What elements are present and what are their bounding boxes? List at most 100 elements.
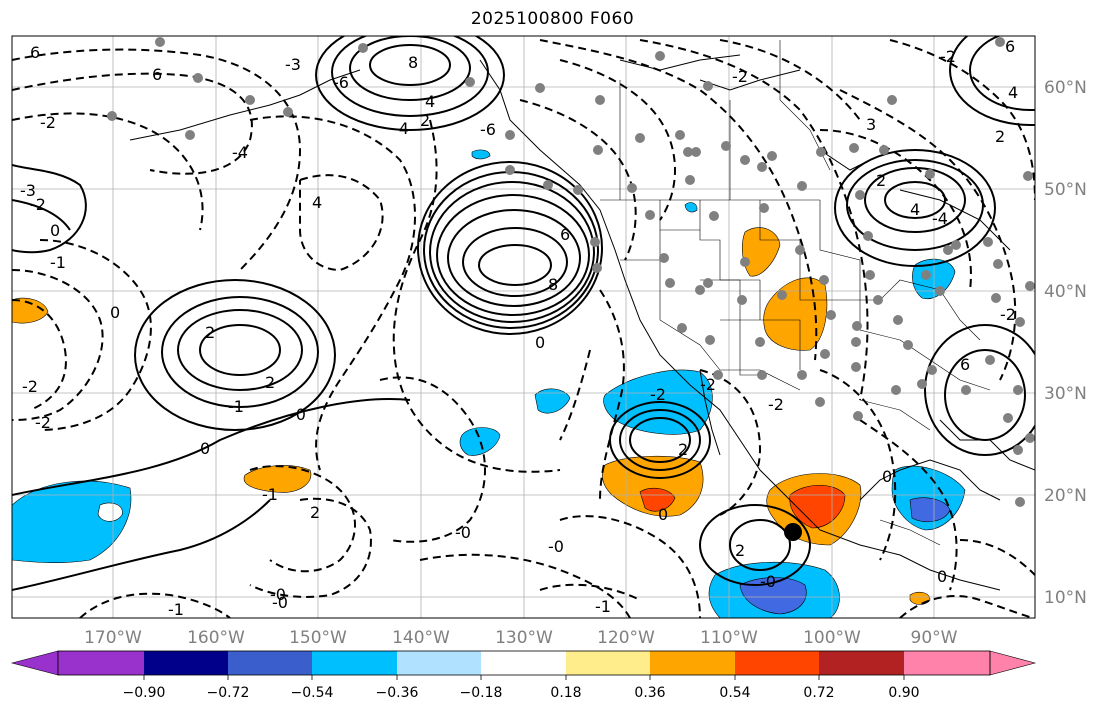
contour-label: -2 [35, 413, 51, 432]
contour-label: 2 [995, 127, 1005, 146]
colorbar-tick-label: 0.54 [719, 685, 750, 701]
contour-label: 6 [30, 43, 40, 62]
lat-label: 30°N [1044, 384, 1087, 404]
contour-label: -4 [393, 119, 409, 138]
contour-label: 4 [1008, 83, 1018, 102]
contour-label: 6 [960, 355, 970, 374]
contour-label: -0 [455, 523, 471, 542]
colorbar-tick-label: −0.36 [376, 685, 419, 701]
contour-label: -2 [650, 385, 666, 404]
colorbar-segment [735, 651, 819, 675]
lat-label: 10°N [1044, 588, 1087, 608]
contour-label: -2 [700, 375, 716, 394]
map-frame [11, 35, 1036, 619]
lon-label: 100°W [803, 628, 861, 648]
contour-labels: 6 6 -6 8 4 -2 2 -4 -4 -2 4 6 8 -1 0 -2 2… [20, 37, 1018, 619]
colorbar-tick-label: −0.54 [291, 685, 334, 701]
colorbar-tick-label: 0.90 [888, 685, 919, 701]
shade-orange-cutoff [602, 455, 704, 517]
lon-label: 110°W [700, 628, 758, 648]
colorbar-segment [481, 651, 566, 675]
shade-blue-west [12, 480, 132, 564]
lat-label: 60°N [1044, 78, 1087, 98]
colorbar-tick-label: −0.90 [123, 685, 166, 701]
contour-label: -1 [168, 600, 184, 619]
contour-label: 6 [152, 65, 162, 84]
contour-label: 2 [678, 440, 688, 459]
contour-label: 4 [910, 200, 920, 219]
colorbar-segment [58, 651, 144, 675]
contour-label: -4 [932, 209, 948, 228]
contour-label: -6 [480, 120, 496, 139]
contour-label: 0 [658, 505, 668, 524]
contour-label: -0 [548, 537, 564, 556]
colorbar-arrow-left [10, 650, 59, 676]
storm-marker [784, 523, 802, 541]
colorbar: −0.90 −0.72 −0.54 −0.36 −0.18 0.18 0.36 … [10, 650, 1037, 701]
contour-label: -6 [333, 73, 349, 92]
contour-label: 0 [200, 439, 210, 458]
contour-label: 0 [535, 333, 545, 352]
map-area: 6 6 -6 8 4 -2 2 -4 -4 -2 4 6 8 -1 0 -2 2… [12, 36, 1035, 619]
shade-orange-small5 [909, 591, 931, 605]
contour-label: -2 [1000, 305, 1016, 324]
contour-label: -0 [270, 585, 286, 604]
contour-label: 8 [548, 275, 558, 294]
contour-label: -2 [768, 395, 784, 414]
contour-label: 0 [937, 567, 947, 586]
contour-label: 2 [876, 171, 886, 190]
lon-label: 130°W [495, 628, 553, 648]
contour-label: -1 [50, 253, 66, 272]
lon-label: 140°W [392, 628, 450, 648]
contour-label: -1 [262, 485, 278, 504]
shade-blue-small2 [534, 388, 571, 414]
shade-orange-mid [243, 465, 312, 493]
lon-label: 170°W [84, 628, 142, 648]
contour-label: -0 [760, 572, 776, 591]
shade-royal-pacific-south [739, 577, 807, 615]
lon-label: 160°W [187, 628, 245, 648]
shaded-anomalies [12, 149, 966, 618]
colorbar-segment [819, 651, 904, 675]
colorbar-tick-label: −0.72 [207, 685, 250, 701]
shade-royal-gulf [909, 497, 951, 523]
colorbar-tick-label: 0.36 [634, 685, 665, 701]
lon-label: 120°W [597, 628, 655, 648]
contour-label: -0 [290, 405, 306, 424]
colorbar-tick-label: 0.18 [550, 685, 581, 701]
colorbar-segment [397, 651, 481, 675]
contour-label: -2 [22, 377, 38, 396]
contour-label: 4 [312, 193, 322, 212]
contour-label: 2 [735, 541, 745, 560]
lon-label: 150°W [289, 628, 347, 648]
shade-red-cutoff [639, 487, 676, 512]
contour-label: 2 [420, 111, 430, 130]
dashed-contours [12, 39, 1035, 618]
longitude-axis: 170°W 160°W 150°W 140°W 130°W 120°W 110°… [84, 628, 958, 648]
contour-label: -2 [30, 195, 46, 214]
latitude-axis: 60°N 50°N 40°N 30°N 20°N 10°N [1044, 78, 1087, 608]
colorbar-tick-label: −0.18 [460, 685, 503, 701]
contour-label: -2 [732, 67, 748, 86]
contour-label: -0 [272, 593, 288, 612]
shade-white-hole [97, 502, 123, 522]
lat-label: 20°N [1044, 486, 1087, 506]
solid-contours [12, 36, 1035, 591]
contour-label: 2 [265, 373, 275, 392]
contour-label: -1 [228, 397, 244, 416]
lon-label: 90°W [911, 628, 958, 648]
contour-label: 2 [310, 503, 320, 522]
contour-label: 8 [408, 53, 418, 72]
lat-label: 40°N [1044, 282, 1087, 302]
shade-orange-west [12, 297, 49, 324]
lat-label: 50°N [1044, 180, 1087, 200]
colorbar-arrow-right [989, 650, 1037, 676]
shade-blue-small1 [459, 427, 501, 456]
colorbar-segment [312, 651, 397, 675]
station-markers [107, 37, 1035, 507]
contour-label: 6 [560, 225, 570, 244]
colorbar-tick-label: 0.72 [803, 685, 834, 701]
colorbar-segment [650, 651, 735, 675]
contour-label: -4 [232, 143, 248, 162]
